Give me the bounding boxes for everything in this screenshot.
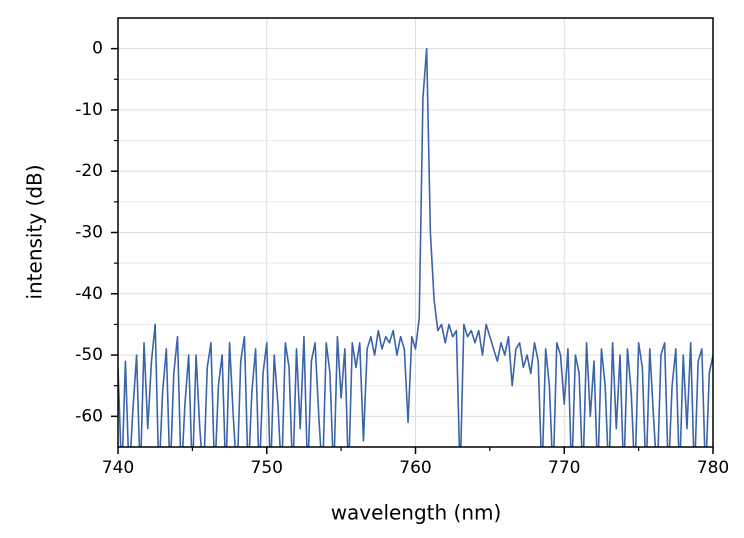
- spectrum-line: [118, 47, 713, 447]
- axes: 740 750 760 770 780 -60 -50 -40 -30 -20 -10 0: [75, 39, 729, 478]
- y-tick-label: -10: [75, 100, 103, 120]
- x-axis-title: wavelength (nm): [331, 501, 502, 525]
- y-tick-label: -30: [75, 223, 103, 243]
- x-tick-label: 740: [102, 458, 134, 478]
- y-tick-label: -50: [75, 345, 103, 365]
- x-tick-label: 780: [697, 458, 729, 478]
- y-tick-label: -60: [75, 406, 103, 426]
- y-tick-label: -20: [75, 161, 103, 181]
- x-tick-label: 760: [399, 458, 431, 478]
- y-tick-label: 0: [92, 39, 103, 59]
- y-tick-label: -40: [75, 284, 103, 304]
- plot-area: [118, 47, 713, 447]
- x-tick-label: 770: [548, 458, 580, 478]
- y-axis-title: intensity (dB): [23, 164, 47, 299]
- x-tick-label: 750: [251, 458, 283, 478]
